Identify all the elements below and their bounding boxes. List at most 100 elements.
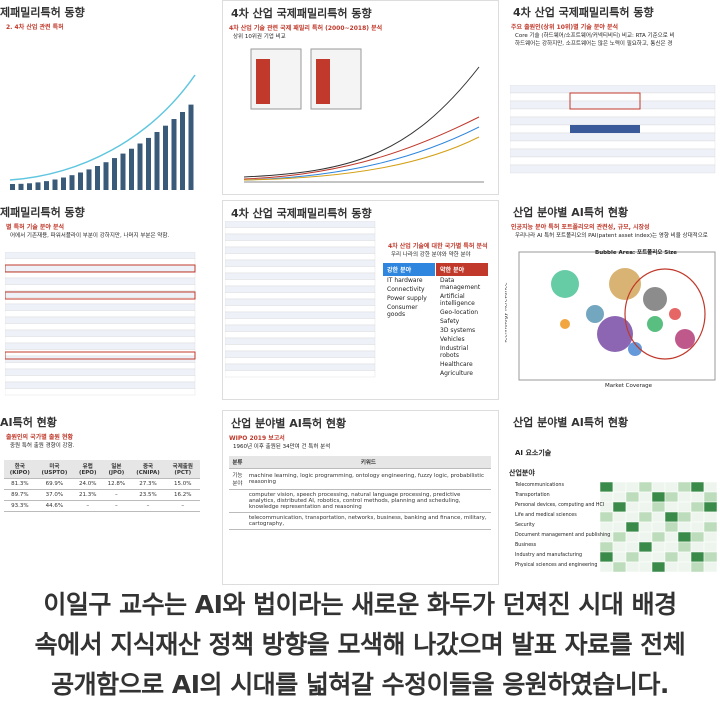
axis-label: Market Coverage [605,383,653,389]
caption-line: 속에서 지식재산 정책 방향을 모색해 나갔으며 발표 자료를 전체 [34,630,686,659]
slide-line: 하드웨어는 강하지만, 소프트웨어는 많은 노력이 필요하고, 통신은 경 [515,41,673,47]
box-header: 약한 분야 [436,263,488,276]
slide-figure [0,40,205,195]
table-cell: 국제출원(PCT) [165,460,200,479]
row-label: Physical sciences and engineering [515,563,598,568]
slide-title: 4차 산업 국제패밀리특허 동향 [513,6,654,19]
caption-line: 이일구 교수는 AI와 법이라는 새로운 화두가 던져진 시대 배경 [43,590,677,619]
table-cell: 15.0% [165,478,200,490]
slide: AI특허 현황 출원인의 국가별 출원 현황 중원 특허 출원 경향이 강함. 한국(… [0,410,205,585]
slide-title: 제패밀리특허 동향 [0,6,85,19]
slide-subtitle: 2. 4차 산업 관련 특허 [6,24,64,31]
table-cell: telecommunication, transportation, netwo… [245,512,491,530]
slide-subtitle: 4차 산업 기술에 대한 국가별 특허 분석 [388,243,488,250]
row-label: Security [515,523,535,528]
slide-subtitle: 별 특허 기술 분야 분석 [6,224,65,231]
box-item: Geo-location [440,309,479,316]
table-row: 기능분야 machine learning, logic programming,… [229,468,491,490]
box-item: Connectivity [387,286,425,293]
slide-line: 우리나라 AI 특허 포트폴리오의 PAI(patent asset index… [515,233,708,239]
table-row: 분류 키워드 [229,456,491,469]
table-cell: 키워드 [245,456,491,469]
table-cell: 기능분야 [229,468,246,490]
box-item: Artificial intelligence [440,293,475,307]
table-row: computer vision, speech processing, natu… [229,489,491,513]
slide-subtitle: 인공지능 분야 특허 포트폴리오의 관련성, 규모, 시장성 [511,224,650,231]
slide-title: 제패밀리특허 동향 [0,206,85,219]
table-cell: – [102,500,131,512]
table-cell: 미국(USPTO) [35,460,74,479]
chart-title: Bubble Area: 포트폴리오 Size [595,250,678,256]
row-label: Business [515,543,537,548]
table-cell: 21.3% [73,489,103,501]
table-cell: 12.8% [102,478,131,490]
slide-line: 어에서 기존재용, 파워서플라이 부분이 강하지만, 나머지 부분은 약함. [10,233,170,239]
axis-label: Technology Relevance [505,282,509,344]
table-cell: 27.3% [130,478,166,490]
slide-figure [243,48,484,183]
box-item: Industrial robots [440,345,469,359]
table-cell: 분류 [229,456,246,469]
slide-figure [5,252,196,396]
table-cell: 16.2% [165,489,200,501]
row-label: Personal devices, computing and HCI [515,503,605,508]
table-row: 93.3% 44.6% – – – – [4,500,200,512]
slide-subtitle: 4차 산업 기술 관련 국제 패밀리 특허 (2000~2018) 분석 [229,25,383,32]
slide-subtitle: 출원인의 국가별 출원 현황 [6,434,73,441]
slide-line: 우리 나라의 강한 분야와 약한 분야 [391,252,471,258]
slide-figure [510,85,716,174]
box-item: Consumer goods [387,304,418,318]
slide-title: 산업 분야별 AI특허 현황 [513,416,629,429]
table-cell: 93.3% [4,500,36,512]
slide-title: 산업 분야별 AI특허 현황 [513,206,629,219]
box-item: Vehicles [440,336,465,343]
slide-subtitle: WIPO 2019 보고서 [229,435,285,442]
slide-title: 4차 산업 국제패밀리특허 동향 [231,207,372,220]
row-label: Telecommunications [515,483,564,488]
table-cell: computer vision, speech processing, natu… [245,489,491,513]
table-cell: 37.0% [35,489,74,501]
box-item: 3D systems [440,327,476,334]
table-cell: 44.6% [35,500,74,512]
slide-line: 1960년 이후 출원된 34만여 건 특허 분석 [233,444,331,450]
table-cell: – [73,500,103,512]
slide-title: 4차 산업 국제패밀리특허 동향 [231,7,372,20]
table-row: 89.7% 37.0% 21.3% –23.5% 16.2% [4,489,200,501]
slide: 산업 분야별 AI특허 현황 WIPO 2019 보고서 1960년 이후 출원된 … [222,410,499,585]
table-row: telecommunication, transportation, netwo… [229,512,491,530]
box-header: 강한 분야 [383,263,435,276]
box-item: IT hardware [387,277,423,284]
strength-box: 강한 분야 IT hardware Connectivity Power supply… [383,263,435,319]
box-item: Power supply [387,295,427,302]
table-cell: machine learning, logic programming, ont… [245,468,491,490]
table-cell: 69.9% [35,478,74,490]
table-cell: 일본(JPO) [102,460,131,479]
table-cell [229,489,246,513]
slide: 제패밀리특허 동향 2. 4차 산업 관련 특허 [0,0,205,195]
slide-subtitle: 주요 출원인(상위 10위)별 기술 분야 분석 [511,24,619,31]
table-cell: 24.0% [73,478,103,490]
slide-figure [518,251,716,381]
strength-box: 약한 분야 Data management Artificial intellige… [436,263,488,378]
slide-title: AI특허 현황 [0,416,57,429]
slide-line: Core 기술 (하드웨어/소프트웨어/커넥티비티) 비교: RTA 기준으로 … [515,33,675,39]
caption-line: 공개함으로 AI의 시대를 넓혀갈 수정이들을 응원하였습니다. [51,670,669,699]
table-cell: 유럽(EPO) [73,460,103,479]
slide-figure [225,221,376,378]
slide-table: 분류 키워드 기능분야 machine learning, logic program… [229,456,491,530]
table-cell: 중국(CNIPA) [130,460,166,479]
row-label: Document management and publishing [515,533,611,538]
table-cell: 89.7% [4,489,36,501]
table-cell: 한국(KIPO) [4,460,36,479]
row-label: Industry and manufacturing [515,553,583,558]
slide-figure [600,482,718,573]
row-label: Life and medical sciences [515,513,577,518]
slide-line: 산업분야 [509,469,535,477]
slide-line: AI 요소기술 [515,449,552,457]
box-item: Data management [440,277,481,291]
